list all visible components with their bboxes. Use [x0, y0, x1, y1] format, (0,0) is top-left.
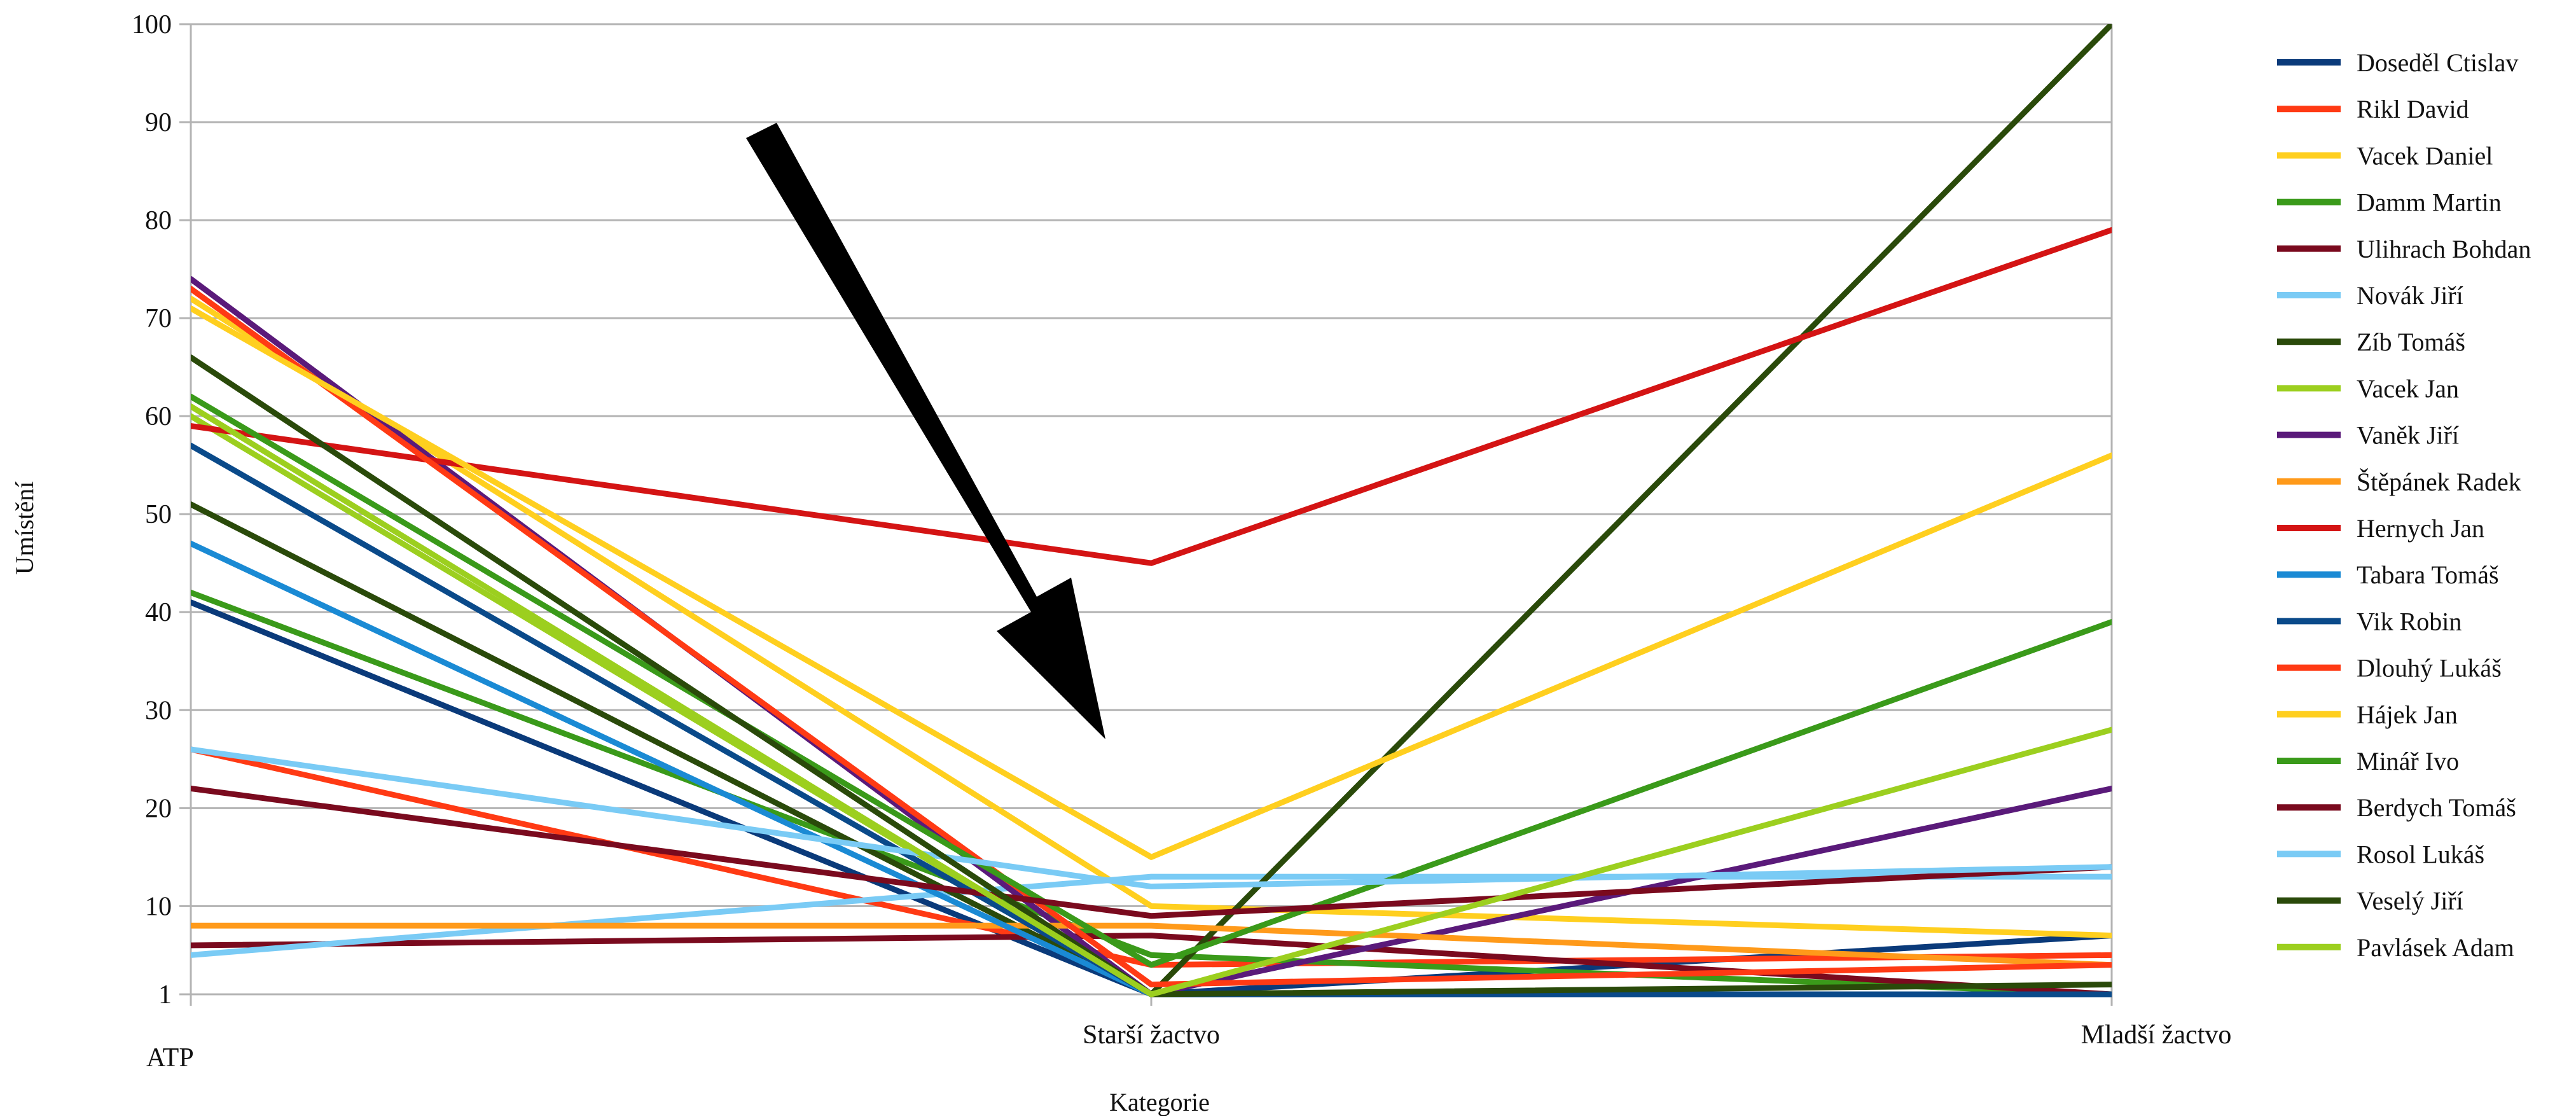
y-tick-label: 60: [145, 402, 172, 431]
series-line: [191, 393, 2112, 968]
y-axis-title: Umístění: [10, 482, 39, 575]
series-line: [191, 305, 2112, 860]
x-tick-label: Mladší žactvo: [2081, 1020, 2232, 1050]
x-tick-label: Starší žactvo: [1083, 1020, 1220, 1050]
y-tick-label: 70: [145, 304, 172, 333]
legend-label: Rosol Lukáš: [2357, 840, 2484, 868]
legend-label: Ulihrach Bohdan: [2357, 235, 2531, 263]
legend: Doseděl Ctislav Rikl David Vacek Daniel Dam…: [2277, 48, 2531, 962]
legend-label: Tabara Tomáš: [2357, 560, 2499, 589]
series-line: [191, 403, 2112, 997]
x-axis-title: Kategorie: [1109, 1088, 1210, 1116]
y-tick-label: 100: [132, 10, 172, 39]
legend-label: Minář Ivo: [2357, 747, 2459, 775]
annotation-arrow: [746, 123, 1105, 739]
legend-label: Rikl David: [2357, 95, 2469, 123]
x-tick-label: ATP: [146, 1043, 194, 1073]
legend-label: Hernych Jan: [2357, 514, 2484, 543]
series-lines: [191, 24, 2112, 997]
legend-label: Veselý Jiří: [2357, 887, 2463, 915]
series-line: [191, 746, 2112, 890]
legend-label: Vacek Daniel: [2357, 141, 2493, 170]
legend-label: Berdych Tomáš: [2357, 793, 2516, 822]
series-line: [191, 295, 2112, 939]
legend-label: Štěpánek Radek: [2357, 468, 2521, 496]
axes: 1 10 20 30 40 50 60 70 80 90 100 ATP Starší žactvo Ml…: [132, 10, 2231, 1073]
legend-label: Vacek Jan: [2357, 374, 2459, 403]
legend-label: Hájek Jan: [2357, 700, 2458, 729]
y-tick-label: 40: [145, 598, 172, 627]
y-tick-label: 80: [145, 206, 172, 235]
y-tick-label: 90: [145, 108, 172, 137]
series-line: [191, 286, 2112, 988]
annotation-arrow-shape: [746, 123, 1105, 739]
y-tick-label: 10: [145, 892, 172, 921]
legend-label: Damm Martin: [2357, 188, 2502, 217]
series-line: [191, 786, 2112, 919]
legend-label: Novák Jiří: [2357, 281, 2463, 310]
series-line: [191, 873, 2112, 958]
grid: [179, 23, 2113, 1006]
series-line: [191, 226, 2112, 566]
series-line: [191, 922, 2112, 968]
series-line: [191, 933, 2112, 997]
y-tick-label: 50: [145, 500, 172, 529]
legend-label: Vik Robin: [2357, 607, 2462, 636]
legend-label: Zíb Tomáš: [2357, 328, 2465, 356]
series-line: [191, 589, 2112, 997]
y-tick-label: 30: [145, 696, 172, 725]
legend-label: Dlouhý Lukáš: [2357, 654, 2502, 683]
y-tick-label: 1: [158, 980, 172, 1010]
legend-label: Vaněk Jiří: [2357, 421, 2459, 450]
legend-label: Pavlásek Adam: [2357, 933, 2514, 962]
legend-label: Doseděl Ctislav: [2357, 48, 2518, 77]
y-tick-label: 20: [145, 794, 172, 823]
